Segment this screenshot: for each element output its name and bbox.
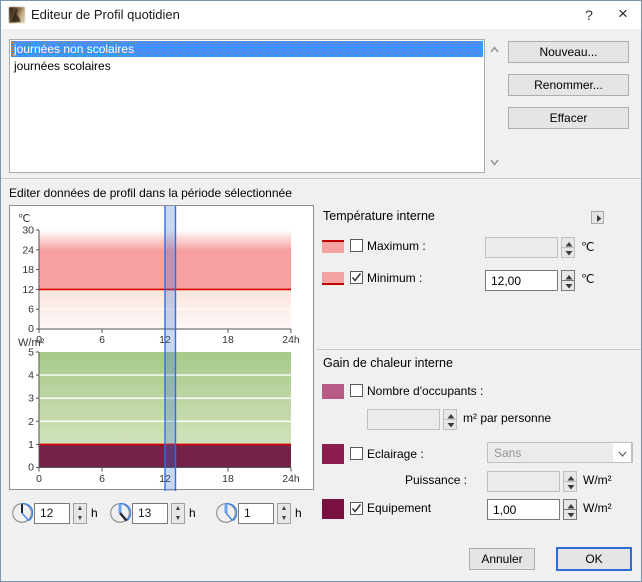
svg-text:6: 6 bbox=[28, 304, 34, 316]
svg-text:12: 12 bbox=[22, 284, 34, 296]
svg-text:0: 0 bbox=[36, 473, 42, 485]
svg-text:0: 0 bbox=[28, 462, 34, 474]
svg-text:5: 5 bbox=[28, 347, 34, 359]
svg-text:2: 2 bbox=[28, 416, 34, 428]
svg-text:30: 30 bbox=[22, 225, 34, 237]
svg-text:24: 24 bbox=[22, 244, 34, 256]
svg-text:6: 6 bbox=[99, 473, 105, 485]
svg-text:℃: ℃ bbox=[18, 213, 30, 225]
svg-text:24h: 24h bbox=[282, 473, 300, 485]
svg-text:0: 0 bbox=[28, 323, 34, 335]
svg-text:18: 18 bbox=[22, 264, 34, 276]
svg-text:18: 18 bbox=[222, 473, 234, 485]
svg-text:24h: 24h bbox=[282, 334, 300, 346]
svg-text:6: 6 bbox=[99, 334, 105, 346]
svg-text:4: 4 bbox=[28, 370, 34, 382]
svg-text:3: 3 bbox=[28, 393, 34, 405]
svg-text:1: 1 bbox=[28, 439, 34, 451]
svg-text:18: 18 bbox=[222, 334, 234, 346]
